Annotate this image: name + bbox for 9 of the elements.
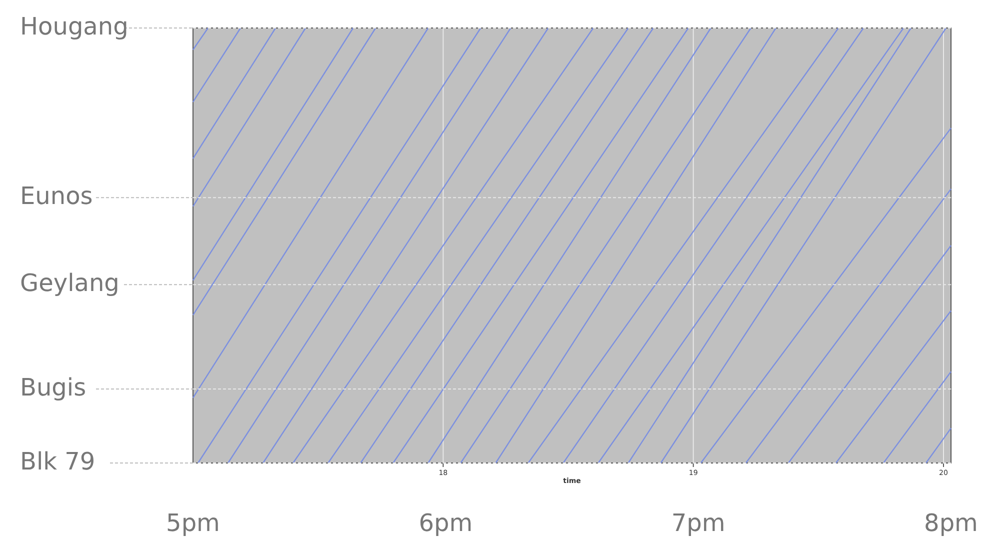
text: 6pm [418,509,473,537]
ref-line-label: Hougang [20,12,128,41]
ref-line-label: Eunos [20,182,93,210]
ref-line-label: Blk 79 [20,448,96,476]
text: 5pm [166,509,220,537]
text: 7pm [671,509,726,537]
text: 8pm [924,509,978,537]
ref-line-label: Geylang [20,269,120,298]
ref-line-label: Bugis [20,374,86,402]
